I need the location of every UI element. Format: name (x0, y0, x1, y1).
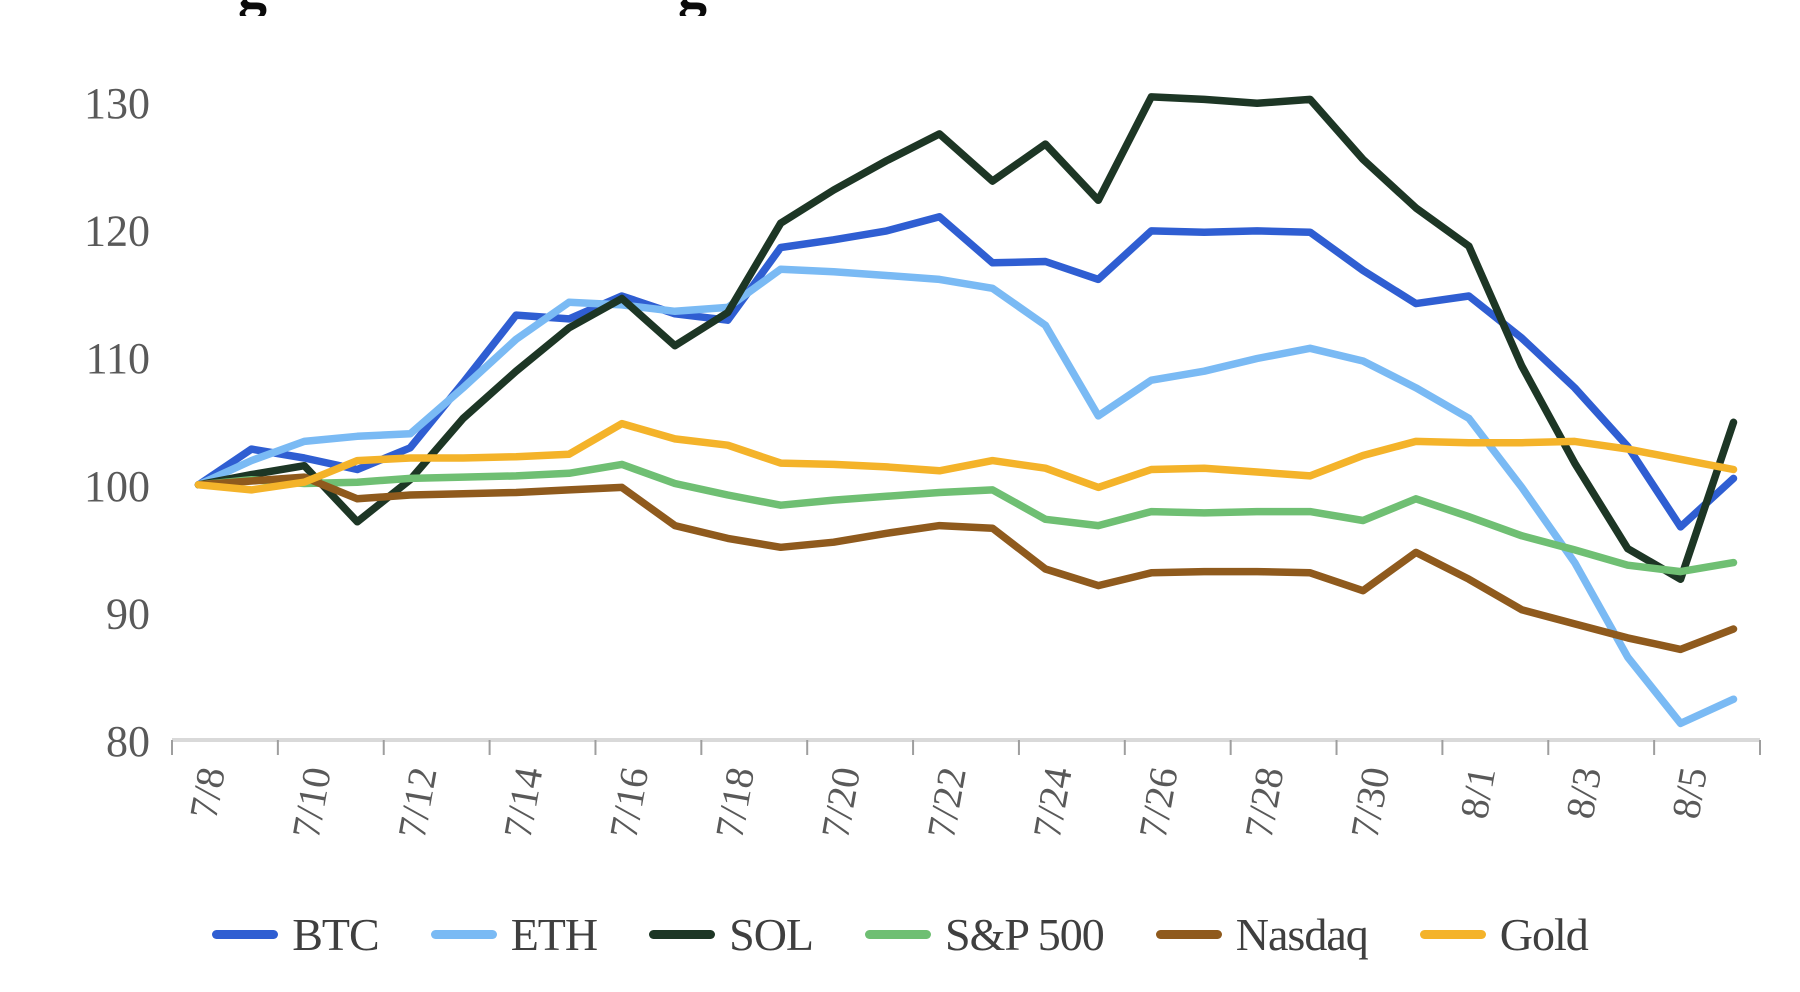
legend-item-gold: Gold (1419, 908, 1589, 961)
legend-label: S&P 500 (945, 908, 1105, 960)
x-axis-tick-label: 8/3 (1557, 764, 1610, 822)
x-axis-tick-label: 7/30 (1342, 764, 1399, 842)
legend-line-swatch (212, 929, 279, 939)
x-axis-tick-label: 7/20 (812, 764, 869, 842)
x-axis-tick-label: 7/28 (1236, 764, 1293, 842)
series-line-sp500 (194, 460, 1738, 576)
series-line-eth (194, 265, 1738, 728)
legend-item-nasdaq: Nasdaq (1155, 908, 1369, 961)
x-axis-tick-label: 7/16 (601, 764, 658, 842)
x-axis-tick-label: 7/12 (389, 764, 446, 842)
y-axis-tick-label: 100 (84, 462, 150, 511)
y-axis-tick-label: 90 (106, 589, 150, 638)
legend-label: Gold (1499, 908, 1589, 960)
legend-line-swatch (430, 929, 497, 939)
y-axis-tick-label: 80 (106, 717, 150, 766)
legend-label: SOL (729, 908, 814, 960)
x-axis-tick-label: 8/5 (1663, 764, 1716, 822)
chart-legend: BTC ETH SOL S&P 500 Nasdaq Gold (0, 896, 1800, 972)
legend-item-eth: ETH (430, 908, 598, 961)
legend-line-swatch (649, 929, 716, 939)
x-axis-tick-label: 7/14 (495, 764, 552, 842)
legend-line-swatch (865, 929, 932, 939)
x-axis-tick-label: 7/8 (181, 764, 234, 822)
y-axis-tick-label: 110 (86, 334, 150, 383)
y-axis-tick-label: 130 (84, 79, 150, 128)
x-axis-tick-label: 7/26 (1130, 764, 1187, 842)
legend-item-sol: SOL (649, 908, 814, 961)
series-line-sol (194, 93, 1738, 583)
title-descender-glyph: g (238, 0, 267, 16)
legend-line-swatch (1419, 929, 1486, 939)
x-axis-tick-label: 8/1 (1451, 764, 1504, 822)
clipped-title-fragments: g g (0, 0, 1800, 16)
legend-label: BTC (292, 908, 379, 960)
y-axis-tick-label: 120 (84, 207, 150, 256)
legend-line-swatch (1155, 929, 1222, 939)
series-line-gold (194, 419, 1738, 494)
title-descender-glyph: g (678, 0, 707, 16)
legend-label: Nasdaq (1235, 908, 1369, 960)
legend-label: ETH (510, 908, 598, 960)
legend-item-btc: BTC (212, 908, 380, 961)
series-line-nasdaq (194, 473, 1738, 654)
x-axis-tick-label: 7/18 (706, 764, 763, 842)
legend-item-sp500: S&P 500 (865, 908, 1105, 961)
x-axis-tick-label: 7/22 (918, 764, 975, 842)
x-axis-tick-label: 7/10 (283, 764, 340, 842)
x-axis-tick-label: 7/24 (1024, 764, 1081, 842)
